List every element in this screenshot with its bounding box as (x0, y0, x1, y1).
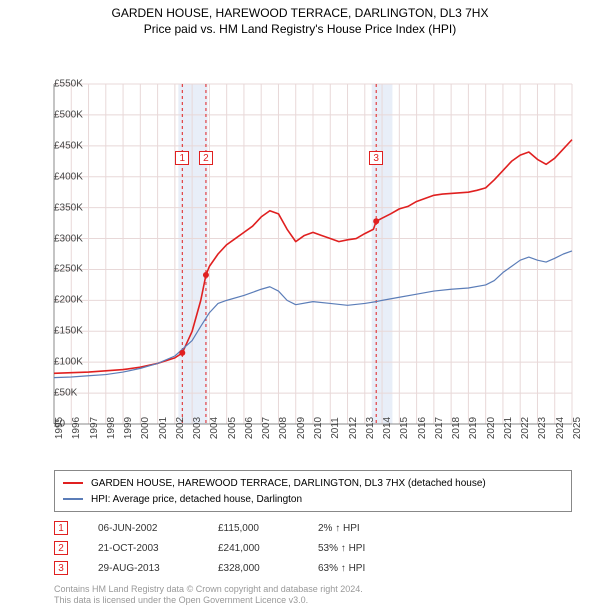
x-tick-label: 2016 (417, 417, 428, 439)
sale-price: £115,000 (218, 523, 318, 534)
sale-date: 21-OCT-2003 (98, 543, 218, 554)
chart-area: £0£50K£100K£150K£200K£250K£300K£350K£400… (0, 40, 600, 464)
x-tick-label: 2013 (365, 417, 376, 439)
x-tick-label: 2015 (399, 417, 410, 439)
x-tick-label: 2022 (520, 417, 531, 439)
x-tick-label: 2020 (486, 417, 497, 439)
x-tick-label: 2014 (382, 417, 393, 439)
x-tick-label: 1996 (71, 417, 82, 439)
x-tick-label: 2000 (140, 417, 151, 439)
x-tick-label: 1997 (89, 417, 100, 439)
footer-attribution: Contains HM Land Registry data © Crown c… (54, 584, 572, 607)
sale-number-badge: 3 (54, 561, 68, 575)
figure-container: GARDEN HOUSE, HAREWOOD TERRACE, DARLINGT… (0, 0, 600, 590)
x-tick-label: 1995 (54, 417, 65, 439)
x-tick-label: 2023 (537, 417, 548, 439)
legend-item: GARDEN HOUSE, HAREWOOD TERRACE, DARLINGT… (63, 475, 563, 491)
x-tick-label: 2009 (296, 417, 307, 439)
legend-item: HPI: Average price, detached house, Darl… (63, 491, 563, 507)
x-tick-label: 2006 (244, 417, 255, 439)
x-tick-label: 2017 (434, 417, 445, 439)
x-tick-label: 2010 (313, 417, 324, 439)
sale-row: 2 21-OCT-2003£241,00053% ↑ HPI (54, 538, 572, 558)
x-tick-label: 2021 (503, 417, 514, 439)
legend: GARDEN HOUSE, HAREWOOD TERRACE, DARLINGT… (54, 470, 572, 512)
sale-price: £241,000 (218, 543, 318, 554)
x-tick-label: 1998 (106, 417, 117, 439)
x-tick-label: 2008 (278, 417, 289, 439)
x-tick-label: 2018 (451, 417, 462, 439)
chart-subtitle: Price paid vs. HM Land Registry's House … (0, 20, 600, 40)
x-tick-label: 2004 (209, 417, 220, 439)
x-tick-label: 1999 (123, 417, 134, 439)
legend-swatch (63, 498, 83, 500)
sales-table: 1 06-JUN-2002£115,0002% ↑ HPI 2 21-OCT-2003… (54, 516, 572, 580)
x-tick-label: 2025 (572, 417, 583, 439)
legend-label: HPI: Average price, detached house, Darl… (91, 494, 302, 505)
x-tick-label: 2012 (348, 417, 359, 439)
x-tick-label: 2002 (175, 417, 186, 439)
x-tick-label: 2024 (555, 417, 566, 439)
footer-line: This data is licensed under the Open Gov… (54, 595, 572, 606)
sale-date: 06-JUN-2002 (98, 523, 218, 534)
sale-hpi-diff: 63% ↑ HPI (318, 563, 418, 574)
sale-number-badge: 2 (54, 541, 68, 555)
sale-hpi-diff: 53% ↑ HPI (318, 543, 418, 554)
x-tick-label: 2007 (261, 417, 272, 439)
sale-marker: 2 (199, 151, 213, 165)
sale-marker: 1 (175, 151, 189, 165)
sale-row: 3 29-AUG-2013£328,00063% ↑ HPI (54, 558, 572, 578)
legend-swatch (63, 482, 83, 484)
sale-price: £328,000 (218, 563, 318, 574)
sale-row: 1 06-JUN-2002£115,0002% ↑ HPI (54, 518, 572, 538)
sale-date: 29-AUG-2013 (98, 563, 218, 574)
x-tick-label: 2001 (158, 417, 169, 439)
chart-title: GARDEN HOUSE, HAREWOOD TERRACE, DARLINGT… (0, 0, 600, 20)
x-tick-label: 2011 (330, 417, 341, 439)
x-tick-label: 2019 (468, 417, 479, 439)
x-tick-label: 2005 (227, 417, 238, 439)
sale-hpi-diff: 2% ↑ HPI (318, 523, 418, 534)
sale-marker: 3 (369, 151, 383, 165)
x-tick-label: 2003 (192, 417, 203, 439)
sale-number-badge: 1 (54, 521, 68, 535)
legend-label: GARDEN HOUSE, HAREWOOD TERRACE, DARLINGT… (91, 478, 486, 489)
